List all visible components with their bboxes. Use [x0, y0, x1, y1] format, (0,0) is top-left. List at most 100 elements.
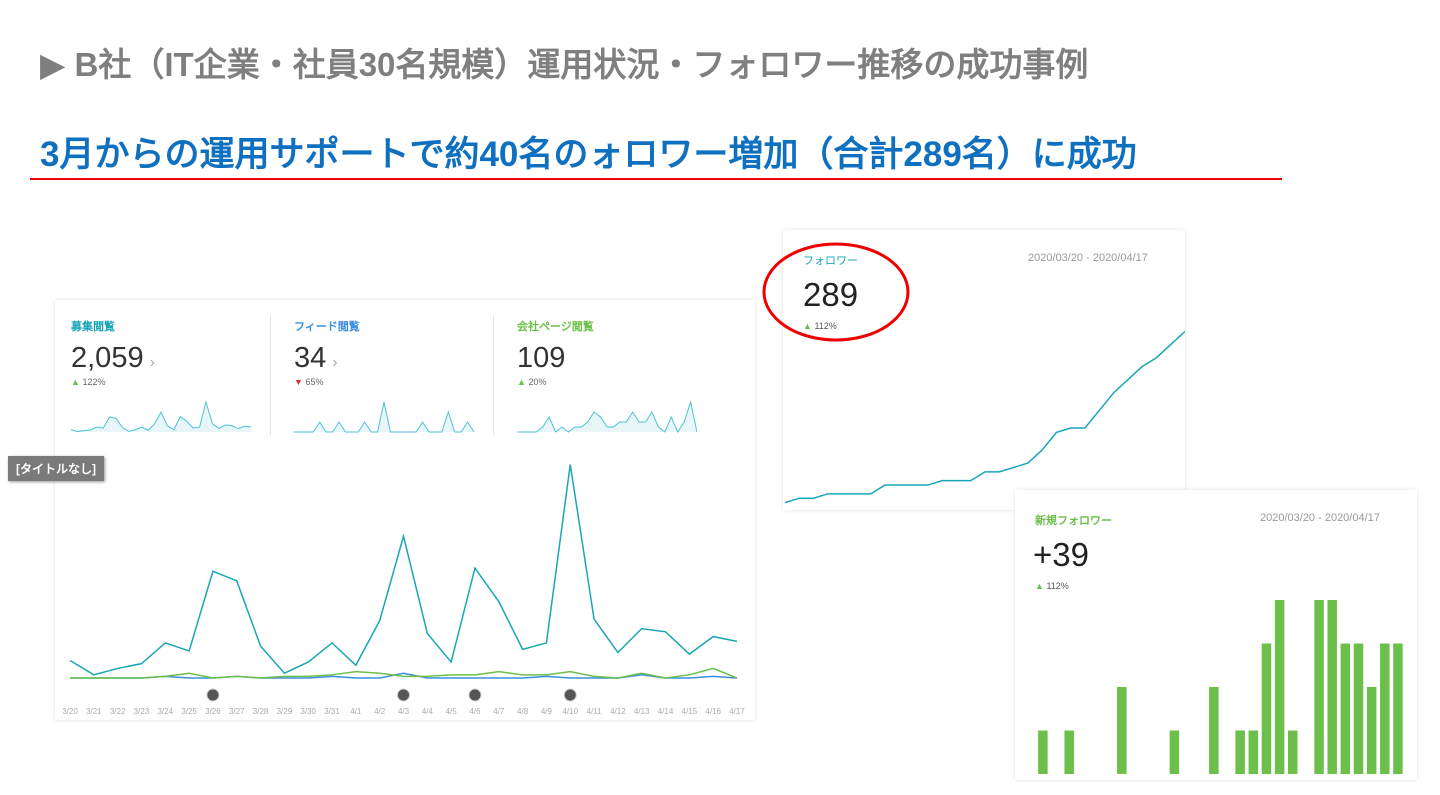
followers-change: 112%: [814, 321, 837, 331]
red-circle-highlight: [762, 242, 910, 342]
kpi-change: 20%: [528, 377, 547, 387]
bar: [1314, 600, 1324, 774]
x-tick-label: 3/26: [205, 707, 221, 716]
followers-line-chart: [784, 330, 1185, 504]
x-tick-label: 4/13: [634, 707, 650, 716]
bar: [1169, 730, 1180, 774]
x-tick-label: 4/5: [446, 707, 458, 716]
kpi-feed-views[interactable]: フィード閲覧 34 › ▼ 65%: [294, 318, 514, 438]
bar: [1327, 600, 1337, 774]
date-range: 2020/03/20 - 2020/04/17: [1260, 512, 1380, 524]
followers-card: フォロワー 2020/03/20 - 2020/04/17 289 ▲ 112%: [783, 230, 1185, 510]
views-dashboard-card: 募集閲覧 2,059 › ▲ 122% フィード閲覧 34 › ▼ 65% 会社ペー…: [55, 300, 755, 720]
sparkline-area: [294, 402, 474, 432]
sparkline-line: [517, 400, 697, 434]
followers-value: 289: [803, 276, 859, 313]
sparkline-line: [71, 400, 251, 433]
kpi-company-page-views[interactable]: 会社ページ閲覧 109 ▲ 20%: [517, 318, 737, 438]
x-tick-label: 4/3: [398, 707, 410, 716]
kpi-value: 2,059: [71, 342, 144, 374]
new-followers-change: 112%: [1046, 581, 1069, 591]
bar: [1209, 687, 1219, 774]
x-tick-label: 4/9: [541, 707, 553, 716]
avatar-icon: [468, 688, 482, 702]
kpi-change: 122%: [82, 377, 106, 387]
chevron-right-icon[interactable]: ›: [149, 354, 155, 371]
sparkline: [71, 400, 251, 433]
up-arrow-icon: ▲: [803, 321, 812, 331]
x-tick-label: 4/4: [422, 707, 434, 716]
red-underline: [30, 178, 1282, 180]
kpi-change: 65%: [305, 377, 324, 387]
new-followers-label: 新規フォロワー: [1035, 515, 1112, 527]
slide-title: ▶ B社（IT企業・社員30名規模）運用状況・フォロワー推移の成功事例: [40, 46, 1089, 83]
date-range: 2020/03/20 - 2020/04/17: [1028, 252, 1148, 264]
x-tick-label: 4/8: [517, 707, 529, 716]
bar: [1064, 730, 1074, 774]
divider: [493, 315, 494, 435]
bar: [1340, 643, 1351, 774]
kpi-recruit-views[interactable]: 募集閲覧 2,059 › ▲ 122%: [71, 318, 291, 438]
x-tick-label: 4/11: [587, 707, 603, 716]
x-tick-label: 4/6: [469, 707, 481, 716]
bar: [1117, 687, 1127, 774]
x-tick-label: 3/29: [277, 707, 293, 716]
sparkline-area: [71, 402, 251, 432]
new-followers-card: 新規フォロワー 2020/03/20 - 2020/04/17 +39 ▲ 11…: [1015, 490, 1417, 780]
down-arrow-icon: ▼: [294, 377, 303, 387]
x-tick-label: 3/31: [324, 707, 340, 716]
x-tick-label: 4/15: [682, 707, 698, 716]
up-arrow-icon: ▲: [71, 377, 80, 387]
kpi-label: 会社ページ閲覧: [517, 321, 594, 333]
untitled-tag: [タイトルなし]: [8, 456, 104, 481]
bar: [1393, 643, 1403, 774]
followers-label: フォロワー: [803, 255, 858, 267]
x-tick-label: 3/27: [229, 707, 245, 716]
sparkline-area: [517, 402, 697, 432]
bar: [1248, 730, 1259, 774]
sparkline: [517, 400, 697, 434]
bar: [1380, 643, 1390, 774]
x-tick-label: 3/24: [157, 707, 173, 716]
x-tick-label: 4/14: [658, 707, 674, 716]
x-tick-label: 4/16: [705, 707, 721, 716]
bar: [1366, 687, 1377, 774]
views-line-chart: 3/20 3/21 3/22 3/23 3/24 3/25 3/26 3/27 3/28 3/29…: [62, 464, 745, 716]
x-tick-label: 3/23: [134, 707, 150, 716]
up-arrow-icon: ▲: [517, 377, 526, 387]
bar: [1353, 643, 1364, 774]
series-line-会社ページ閲覧: [70, 667, 738, 679]
bar: [1274, 600, 1285, 774]
sparkline-line: [294, 401, 474, 433]
x-tick-label: 3/28: [253, 707, 269, 716]
x-tick-label: 4/12: [610, 707, 626, 716]
sparkline: [294, 401, 474, 433]
kpi-value: 109: [517, 342, 566, 374]
x-tick-label: 4/10: [562, 707, 578, 716]
new-followers-value: +39: [1033, 536, 1089, 573]
kpi-label: フィード閲覧: [294, 321, 360, 333]
new-followers-bar-chart: [1038, 600, 1403, 774]
x-tick-label: 4/17: [729, 707, 745, 716]
bar: [1261, 643, 1272, 774]
avatar-icon: [563, 688, 577, 702]
kpi-label: 募集閲覧: [71, 321, 115, 333]
slide-subtitle: 3月からの運用サポートで約40名のォロワー増加（合計289名）に成功: [40, 135, 1137, 174]
divider: [270, 315, 271, 435]
series-line-募集閲覧: [69, 464, 738, 676]
x-tick-label: 4/7: [493, 707, 505, 716]
avatar-icon: [206, 688, 220, 702]
x-tick-label: 3/21: [86, 707, 102, 716]
bar: [1235, 730, 1245, 774]
kpi-value: 34: [294, 342, 327, 374]
followers-line: [784, 330, 1185, 504]
avatar-icon: [397, 688, 410, 702]
x-tick-label: 3/22: [110, 707, 126, 716]
bar: [1288, 730, 1298, 774]
x-tick-label: 3/30: [300, 707, 316, 716]
chevron-right-icon[interactable]: ›: [332, 354, 338, 371]
x-tick-label: 4/2: [374, 707, 386, 716]
x-tick-label: 3/20: [62, 707, 78, 716]
bar: [1038, 730, 1048, 774]
x-tick-label: 4/1: [350, 707, 362, 716]
